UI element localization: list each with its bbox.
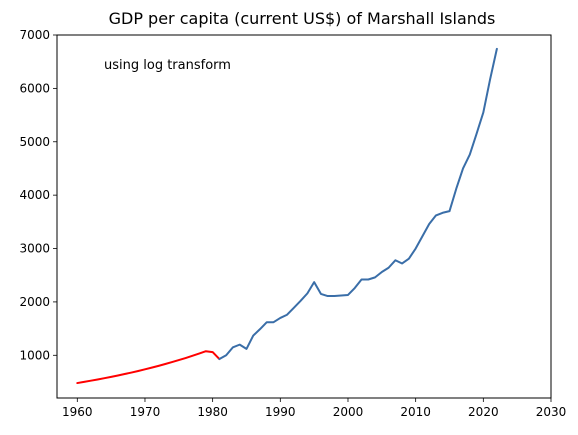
y-tick-label: 4000 <box>19 188 50 202</box>
y-tick-label: 2000 <box>19 295 50 309</box>
x-tick-label: 1980 <box>197 405 228 419</box>
y-tick-label: 7000 <box>19 28 50 42</box>
plot-frame <box>56 34 552 399</box>
series-line-blue <box>218 47 498 361</box>
series-line-red <box>76 350 221 385</box>
y-tick-label: 5000 <box>19 135 50 149</box>
x-tick-label: 2030 <box>536 405 567 419</box>
y-tick-label: 6000 <box>19 81 50 95</box>
x-tick-label: 1990 <box>265 405 296 419</box>
chart-annotation: using log transform <box>104 58 231 73</box>
y-tick-label: 3000 <box>19 242 50 256</box>
chart-title: GDP per capita (current US$) of Marshall… <box>109 9 496 28</box>
x-tick-label: 1970 <box>130 405 161 419</box>
x-tick-label: 2020 <box>468 405 499 419</box>
x-tick-label: 2000 <box>333 405 364 419</box>
x-tick-label: 1960 <box>62 405 93 419</box>
y-tick-label: 1000 <box>19 348 50 362</box>
x-tick-label: 2010 <box>400 405 431 419</box>
